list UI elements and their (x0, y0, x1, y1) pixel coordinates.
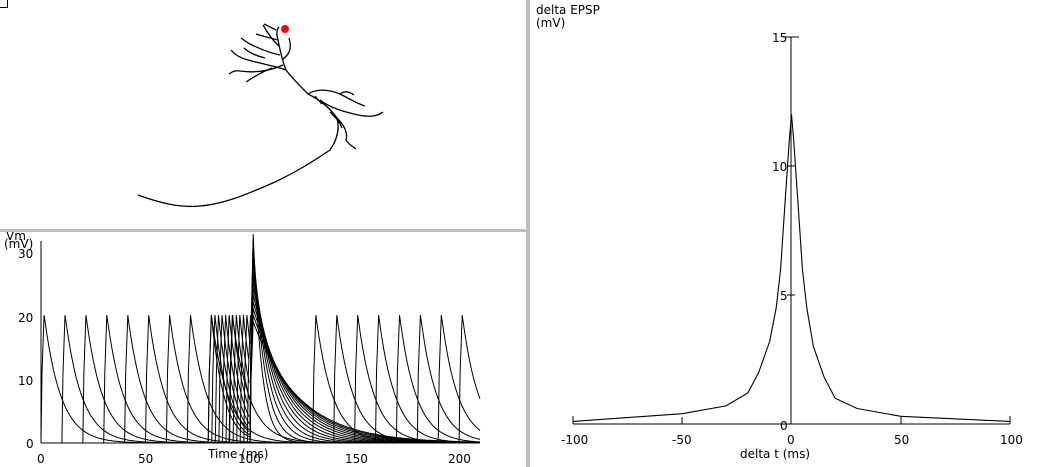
epsp-xtick-neg100: -100 (561, 433, 588, 447)
epsp-ytick-0: 0 (780, 419, 788, 433)
window-corner-handle[interactable] (0, 0, 8, 8)
vm-plot-panel[interactable]: Vm (mV) 30 20 10 0 0 50 100 150 200 Time… (0, 232, 526, 467)
epsp-ytick-15: 15 (772, 31, 787, 45)
vm-trace-post (249, 314, 480, 444)
vm-ytick-10: 10 (18, 374, 33, 388)
vm-xtick-100: 100 (238, 452, 261, 466)
vm-xlabel: Time (ms) (207, 447, 269, 461)
vm-trace-pre (207, 315, 251, 444)
epsp-xtick-100: 100 (1000, 433, 1023, 447)
panel-divider-horizontal[interactable] (0, 229, 526, 232)
epsp-ylabel-line2: (mV) (536, 16, 565, 30)
vm-ylabel-line1: Vm (6, 232, 26, 243)
neuron-morphology (137, 23, 384, 208)
vm-traces (40, 234, 481, 444)
vm-trace-pre (239, 315, 250, 444)
vm-trace-pre (232, 315, 251, 444)
epsp-xtick-0: 0 (787, 433, 795, 447)
epsp-xtick-50: 50 (894, 433, 909, 447)
epsp-xlabel: delta t (ms) (740, 447, 810, 461)
vm-trace-pre (211, 315, 250, 444)
epsp-y-tickmarks (681, 36, 902, 424)
vm-trace-pre (437, 315, 481, 444)
epsp-ytick-5: 5 (780, 289, 788, 303)
vm-trace-pre (236, 315, 250, 444)
vm-trace-pre (395, 315, 481, 444)
vm-trace-pre (165, 315, 292, 444)
vm-trace-pre (186, 315, 313, 444)
vm-xtick-50: 50 (138, 452, 153, 466)
vm-y-ticks: 30 20 10 0 (18, 247, 34, 451)
vm-trace-pre (246, 315, 251, 444)
vm-trace-pre (243, 315, 251, 444)
morphology-panel[interactable] (0, 0, 526, 229)
vm-trace-pre (458, 315, 481, 444)
vm-ytick-0: 0 (26, 437, 34, 451)
epsp-curve-line (572, 114, 1011, 422)
vm-xtick-200: 200 (448, 452, 471, 466)
vm-trace-post (249, 261, 480, 444)
epsp-ylabel-line1: delta EPSP (536, 3, 600, 17)
vm-trace-post (249, 267, 480, 444)
vm-ytick-30: 30 (18, 247, 33, 261)
vm-ytick-20: 20 (18, 311, 33, 325)
vm-trace-pre (214, 315, 250, 444)
epsp-plot-panel[interactable]: delta EPSP (mV) 15 10 5 0 -100 -50 0 50 … (530, 0, 1041, 467)
vm-trace-pre (218, 315, 249, 444)
vm-graph: Vm (mV) 30 20 10 0 0 50 100 150 200 Time… (4, 232, 481, 466)
epsp-ytick-10: 10 (772, 160, 787, 174)
vm-trace-pre (222, 315, 251, 444)
epsp-y-ticks: 15 10 5 0 (772, 31, 788, 433)
panel-divider-vertical[interactable] (526, 0, 530, 467)
vm-xtick-150: 150 (345, 452, 368, 466)
vm-x-ticks: 0 50 100 150 200 (37, 452, 471, 466)
vm-trace-pre (416, 315, 481, 444)
stimulus-marker-icon[interactable] (281, 25, 289, 33)
epsp-x-ticks: -100 -50 0 50 100 (561, 433, 1023, 447)
vm-trace-post (249, 321, 481, 444)
vm-trace-pre (375, 315, 480, 444)
vm-trace-post (249, 308, 480, 444)
vm-xtick-0: 0 (37, 452, 45, 466)
epsp-xtick-neg50: -50 (672, 433, 692, 447)
vm-ylabel-line2: (mV) (4, 237, 33, 251)
epsp-graph: delta EPSP (mV) 15 10 5 0 -100 -50 0 50 … (536, 3, 1023, 461)
